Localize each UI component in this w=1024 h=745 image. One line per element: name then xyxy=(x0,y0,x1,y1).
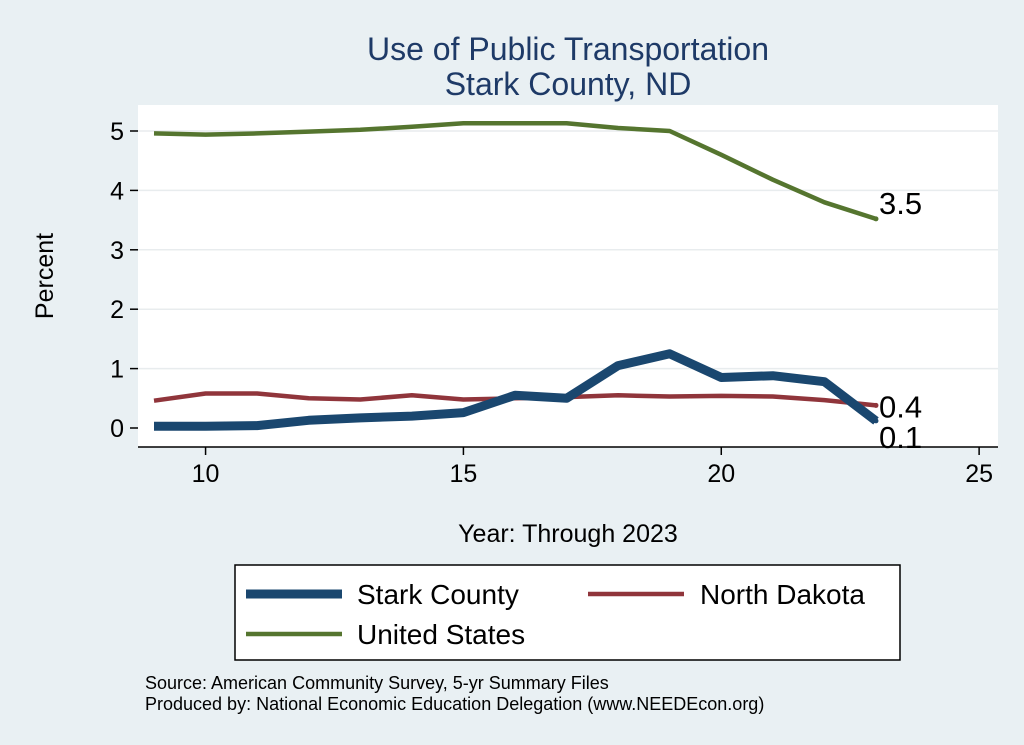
end-point-north-dakota xyxy=(873,402,879,408)
chart-subtitle: Stark County, ND xyxy=(445,66,692,102)
legend-label-united-states: United States xyxy=(357,619,525,650)
y-tick-label: 2 xyxy=(110,296,124,324)
series-line-stark-county xyxy=(154,349,879,431)
producer-note: Produced by: National Economic Education… xyxy=(145,694,764,714)
end-labels: 0.40.1 3.5 xyxy=(879,186,922,455)
end-point-united-states xyxy=(873,216,879,222)
y-tick-label: 1 xyxy=(110,356,124,384)
y-axis: 0 1 2 3 4 5 xyxy=(110,118,138,443)
x-tick-label: 10 xyxy=(192,460,220,488)
x-axis-title: Year: Through 2023 xyxy=(458,520,678,548)
y-tick-label: 4 xyxy=(110,177,124,205)
x-axis: 10 15 20 25 xyxy=(192,447,993,488)
y-tick-label: 0 xyxy=(110,415,124,443)
end-point-stark-county xyxy=(873,418,879,424)
plot-area xyxy=(138,105,998,447)
end-label-united-states: 3.5 xyxy=(879,186,922,221)
end-label-stark-county: 0.1 xyxy=(879,420,922,455)
legend-label-north-dakota: North Dakota xyxy=(700,579,865,610)
end-label-north-dakota: 0.4 xyxy=(879,389,922,424)
y-axis-title: Percent xyxy=(31,233,59,319)
x-tick-label: 25 xyxy=(965,460,993,488)
x-tick-label: 15 xyxy=(450,460,478,488)
y-tick-label: 3 xyxy=(110,237,124,265)
series-line-united-states xyxy=(153,121,877,222)
series-group xyxy=(153,121,879,431)
y-tick-label: 5 xyxy=(110,118,124,146)
legend-label-stark-county: Stark County xyxy=(357,579,519,610)
legend: Stark County North Dakota United States xyxy=(234,564,901,661)
source-note: Source: American Community Survey, 5-yr … xyxy=(145,673,609,693)
chart-title: Use of Public Transportation xyxy=(367,31,769,67)
legend-box xyxy=(234,564,901,661)
x-tick-label: 20 xyxy=(707,460,735,488)
